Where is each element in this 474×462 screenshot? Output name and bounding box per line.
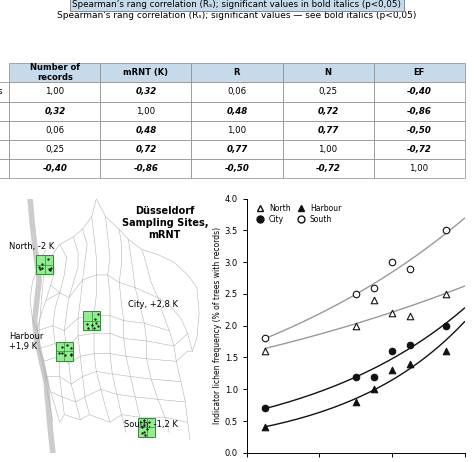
Point <box>443 227 450 234</box>
Bar <box>36 255 54 274</box>
Point <box>261 335 269 342</box>
Point <box>370 386 378 393</box>
Point <box>388 259 396 266</box>
Text: Spearman's rang correlation (Rₛ); significant values — see bold italics (p<0,05): Spearman's rang correlation (Rₛ); signif… <box>57 11 417 20</box>
Point <box>261 347 269 355</box>
Text: Harbour
+1,9 K: Harbour +1,9 K <box>9 332 44 351</box>
Point <box>388 310 396 317</box>
Text: South, -1,2 K: South, -1,2 K <box>124 419 178 429</box>
Point <box>370 284 378 292</box>
Bar <box>56 341 73 361</box>
Text: Düsseldorf
Sampling Sites,
mRNT: Düsseldorf Sampling Sites, mRNT <box>122 207 208 239</box>
Point <box>261 405 269 412</box>
Point <box>443 347 450 355</box>
Bar <box>83 311 100 330</box>
Bar <box>138 418 155 437</box>
Point <box>406 265 414 272</box>
Point <box>352 398 359 406</box>
Text: Spearman’s rang correlation (Rₛ); significant values in bold italics (p<0,05): Spearman’s rang correlation (Rₛ); signif… <box>73 0 401 9</box>
Point <box>388 347 396 355</box>
Point <box>406 360 414 368</box>
Point <box>406 341 414 348</box>
Point <box>388 366 396 374</box>
Point <box>370 297 378 304</box>
Point <box>370 373 378 380</box>
Point <box>443 322 450 329</box>
Text: North, -2 K: North, -2 K <box>9 242 55 251</box>
Legend: North, City, Harbour, South: North, City, Harbour, South <box>251 202 343 225</box>
Point <box>261 424 269 431</box>
Point <box>352 373 359 380</box>
Point <box>443 290 450 298</box>
Point <box>352 322 359 329</box>
Point <box>352 290 359 298</box>
Text: City, +2,8 K: City, +2,8 K <box>128 300 178 309</box>
Point <box>406 312 414 320</box>
Y-axis label: Indicator lichen frequency (% of trees with records): Indicator lichen frequency (% of trees w… <box>213 227 222 424</box>
